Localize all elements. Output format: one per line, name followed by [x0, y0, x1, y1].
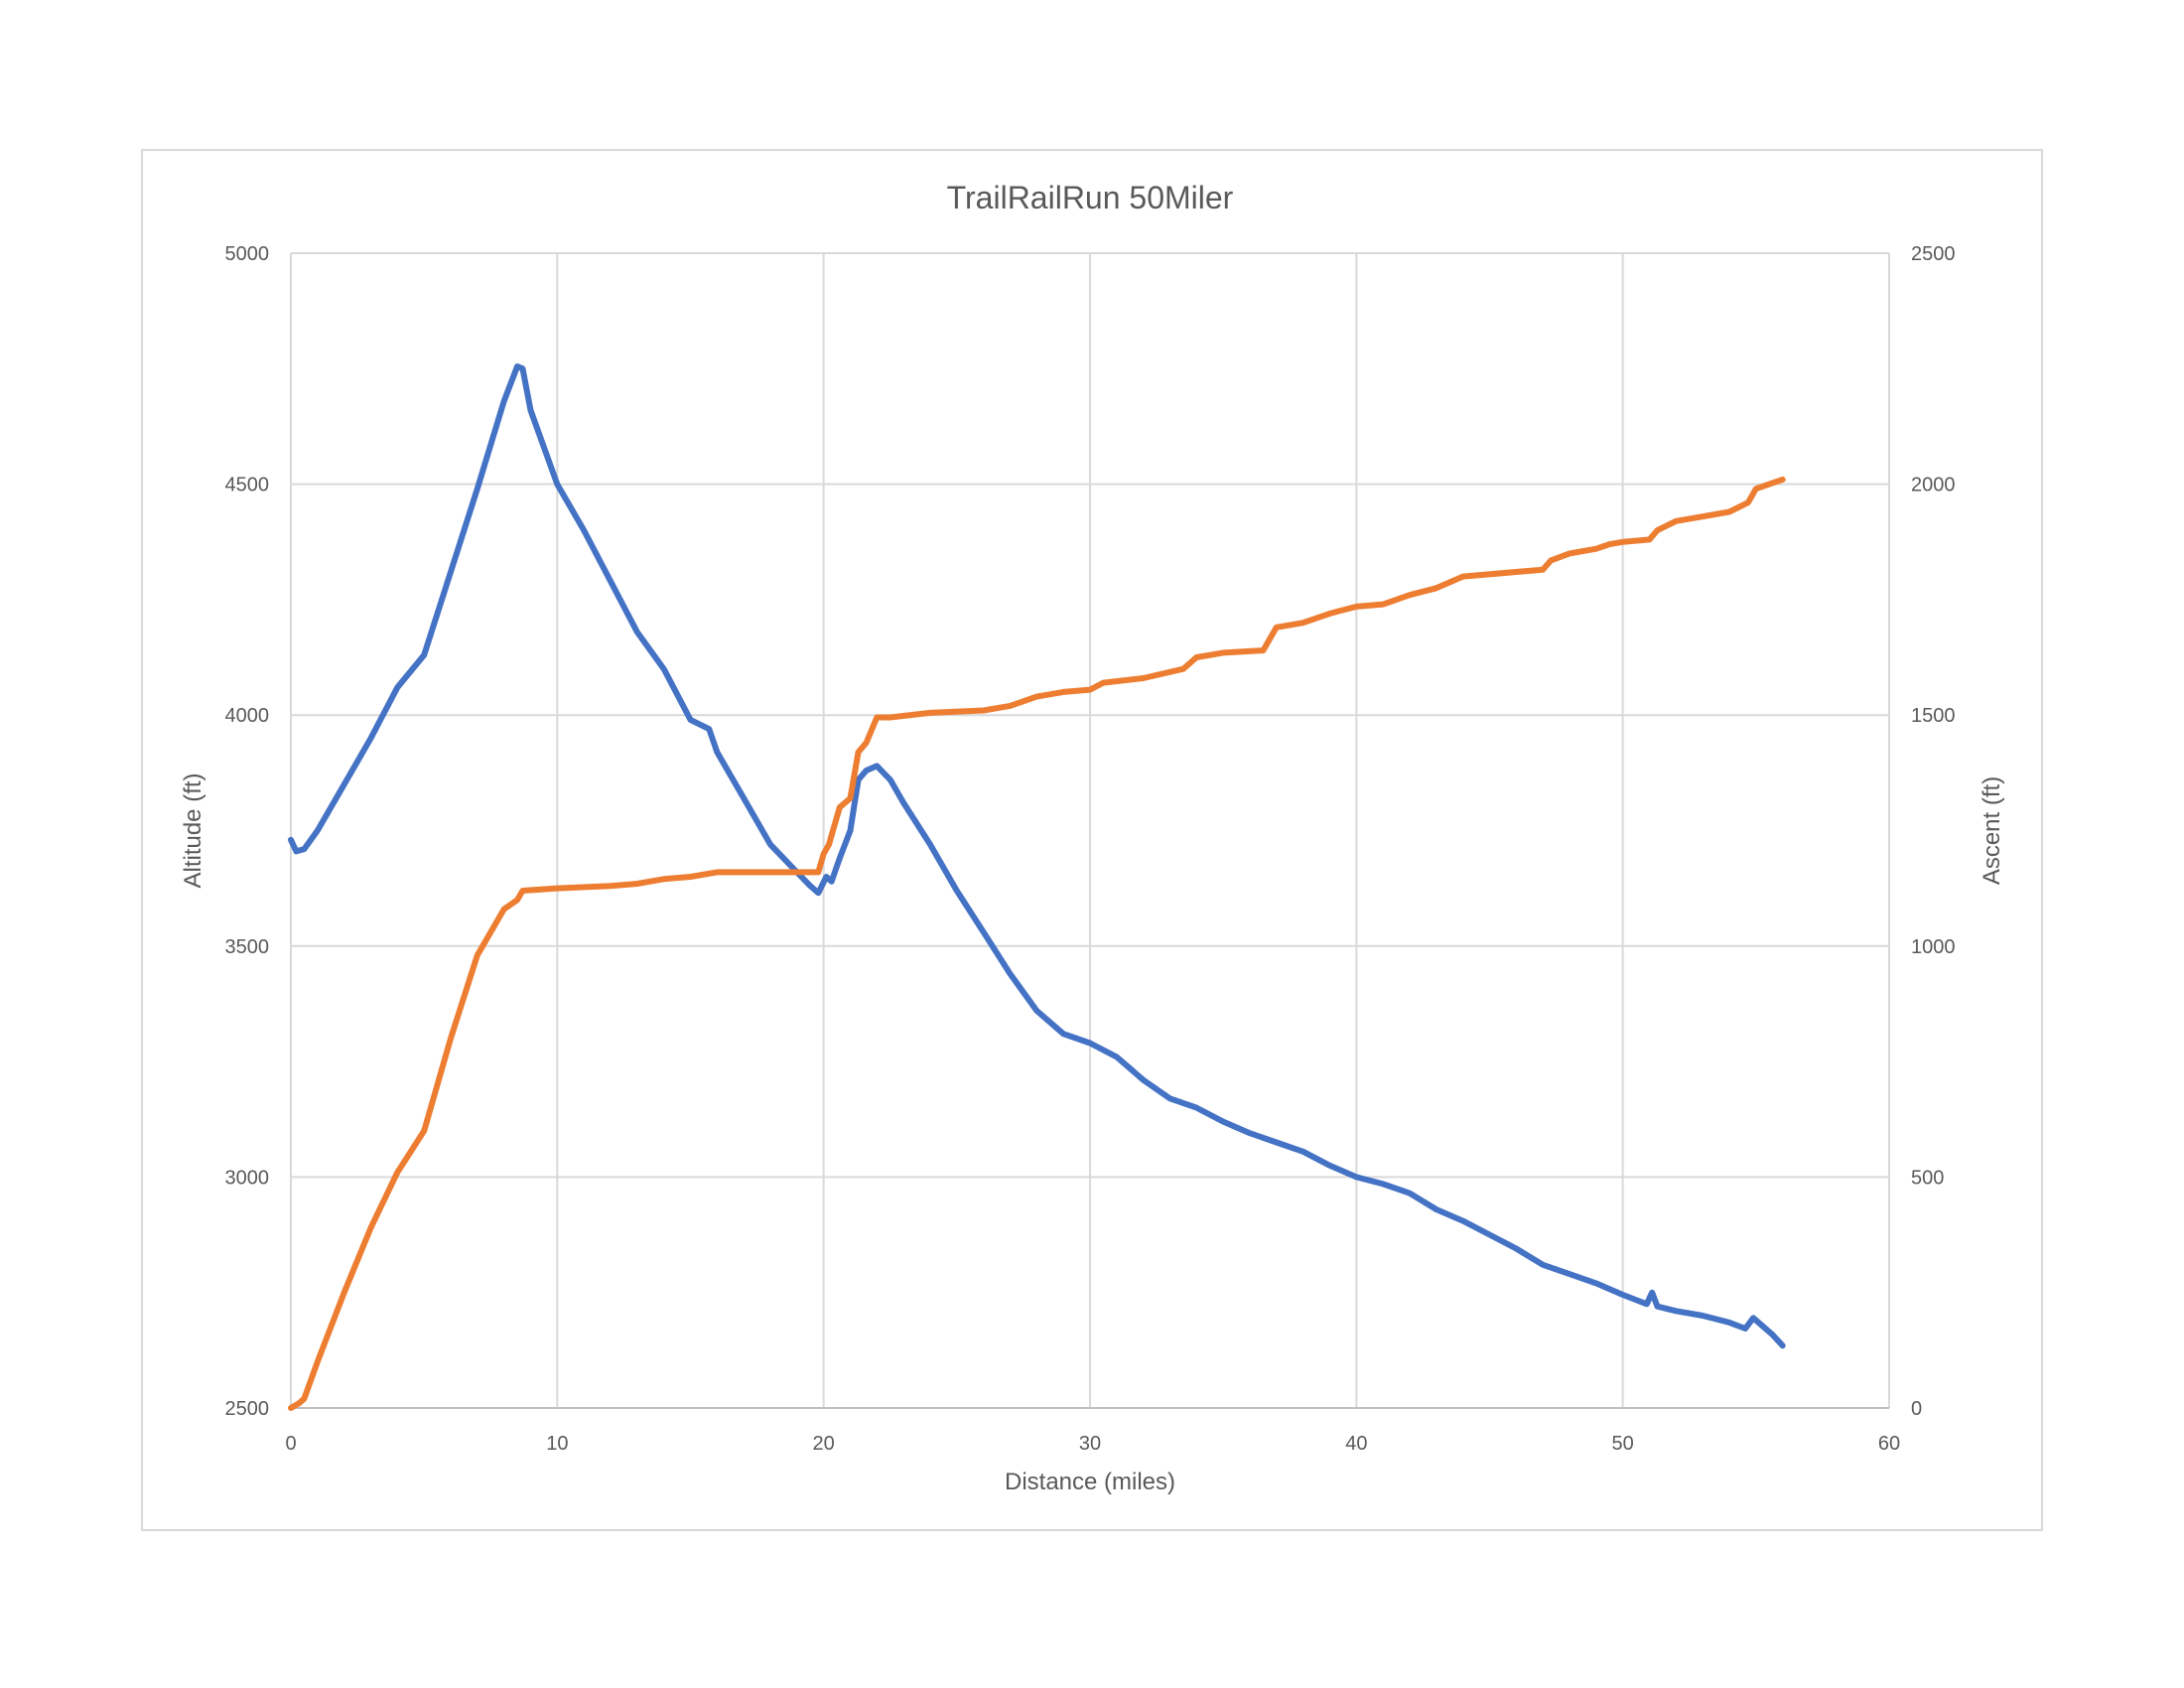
x-axis-title: Distance (miles) — [1005, 1469, 1175, 1495]
series-layer — [288, 363, 1786, 1411]
x-tick-label: 60 — [1878, 1433, 1900, 1455]
y2-tick-label: 1000 — [1911, 936, 1956, 958]
y-axis-title: Altitude (ft) — [180, 773, 206, 888]
y-tick-label: 4000 — [225, 705, 270, 727]
ascent-series-line — [288, 476, 1786, 1411]
x-tick-label: 40 — [1345, 1433, 1367, 1455]
chart-frame — [141, 149, 2043, 1531]
x-tick-label: 50 — [1612, 1433, 1634, 1455]
x-tick-label: 0 — [285, 1433, 296, 1455]
altitude-series-line — [288, 363, 1786, 1349]
x-tick-label: 30 — [1079, 1433, 1101, 1455]
y2-tick-label: 500 — [1911, 1167, 1944, 1189]
chart-title: TrailRailRun 50Miler — [947, 180, 1234, 215]
y-tick-label: 3000 — [225, 1167, 270, 1189]
y2-tick-label: 2500 — [1911, 243, 1956, 265]
tick-labels: 2500300035004000450050000500100015002000… — [225, 243, 1956, 1455]
y2-tick-label: 0 — [1911, 1398, 1922, 1420]
y-tick-label: 4500 — [225, 475, 270, 496]
gridlines — [290, 252, 1890, 1408]
y2-tick-label: 2000 — [1911, 475, 1956, 496]
x-tick-label: 10 — [546, 1433, 568, 1455]
y2-axis-title: Ascent (ft) — [1979, 776, 2005, 885]
x-tick-label: 20 — [813, 1433, 835, 1455]
y-tick-label: 5000 — [225, 243, 270, 265]
y-tick-label: 2500 — [225, 1398, 270, 1420]
y-tick-label: 3500 — [225, 936, 270, 958]
y2-tick-label: 1500 — [1911, 705, 1956, 727]
